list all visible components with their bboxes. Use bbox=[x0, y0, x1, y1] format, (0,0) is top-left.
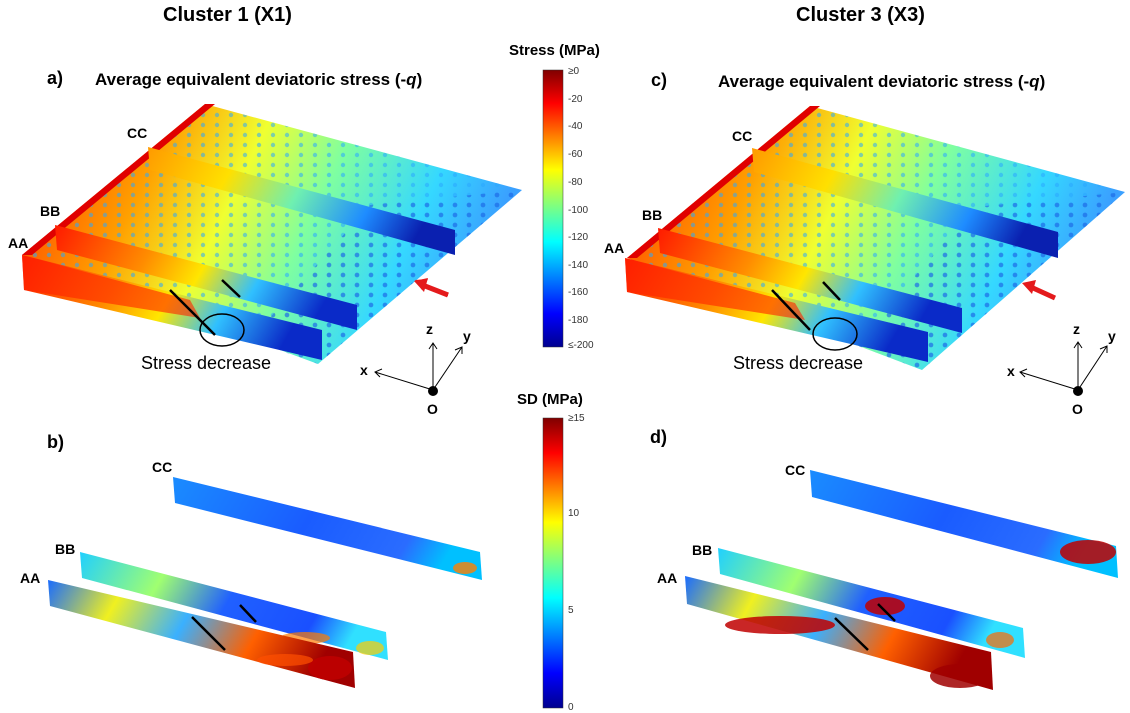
panel-a-plot bbox=[22, 104, 522, 364]
sd-colorbar-title: SD (MPa) bbox=[517, 391, 583, 408]
panel-d-label: d) bbox=[650, 427, 667, 447]
cluster-1-title: Cluster 1 (X1) bbox=[163, 4, 292, 26]
stress-colorbar bbox=[542, 69, 564, 348]
axes-triad-c bbox=[1019, 341, 1108, 396]
sd-tick: 5 bbox=[568, 605, 574, 616]
section-label-cc-d: CC bbox=[785, 462, 806, 478]
panel-b-label: b) bbox=[47, 432, 64, 452]
stress-tick: -140 bbox=[568, 260, 589, 271]
stress-colorbar-title: Stress (MPa) bbox=[509, 42, 600, 59]
stress-tick: -160 bbox=[568, 287, 589, 298]
section-label-aa-b: AA bbox=[20, 570, 41, 586]
axis-z-label-c: z bbox=[1073, 321, 1080, 337]
stress-tick: -40 bbox=[568, 121, 583, 132]
axis-x-label-c: x bbox=[1007, 363, 1015, 379]
section-label-aa-a: AA bbox=[8, 235, 29, 251]
axis-x-label-a: x bbox=[360, 362, 368, 378]
panel-c-label: c) bbox=[651, 70, 668, 90]
stress-tick: -120 bbox=[568, 232, 589, 243]
stress-tick: -80 bbox=[568, 177, 583, 188]
axis-z-label-a: z bbox=[426, 321, 433, 337]
panel-c-plot bbox=[625, 106, 1125, 370]
panel-b-plot bbox=[48, 477, 482, 688]
stress-tick: -60 bbox=[568, 149, 583, 160]
section-label-aa-d: AA bbox=[657, 570, 678, 586]
sd-tick: 0 bbox=[568, 702, 574, 713]
stress-decrease-label-c: Stress decrease bbox=[733, 353, 864, 373]
section-label-bb-d: BB bbox=[692, 542, 713, 558]
panel-c-title: Average equivalent deviatoric stress (-q… bbox=[718, 72, 1046, 91]
origin-label-a: O bbox=[427, 401, 438, 417]
stress-tick: ≥0 bbox=[568, 66, 580, 77]
sd-tick: ≥15 bbox=[568, 413, 585, 424]
sd-colorbar bbox=[542, 417, 564, 709]
panel-a-label: a) bbox=[47, 68, 64, 88]
section-label-aa-c: AA bbox=[604, 240, 625, 256]
stress-tick: -20 bbox=[568, 94, 583, 105]
section-label-bb-b: BB bbox=[55, 541, 76, 557]
section-label-cc-c: CC bbox=[732, 128, 753, 144]
section-label-bb-c: BB bbox=[642, 207, 663, 223]
stress-tick: -100 bbox=[568, 205, 589, 216]
section-label-cc-a: CC bbox=[127, 125, 148, 141]
section-label-bb-a: BB bbox=[40, 203, 61, 219]
section-label-cc-b: CC bbox=[152, 459, 173, 475]
stress-tick: -180 bbox=[568, 315, 589, 326]
panel-d-plot bbox=[685, 470, 1118, 690]
origin-label-c: O bbox=[1072, 401, 1083, 417]
axes-triad-a bbox=[374, 342, 463, 396]
axis-y-label-c: y bbox=[1108, 328, 1116, 344]
sd-tick: 10 bbox=[568, 508, 580, 519]
stress-decrease-label-a: Stress decrease bbox=[141, 353, 272, 373]
panel-a-title: Average equivalent deviatoric stress (-q… bbox=[95, 70, 423, 89]
cluster-3-title: Cluster 3 (X3) bbox=[796, 4, 925, 26]
axis-y-label-a: y bbox=[463, 328, 471, 344]
stress-tick: ≤-200 bbox=[568, 340, 594, 351]
